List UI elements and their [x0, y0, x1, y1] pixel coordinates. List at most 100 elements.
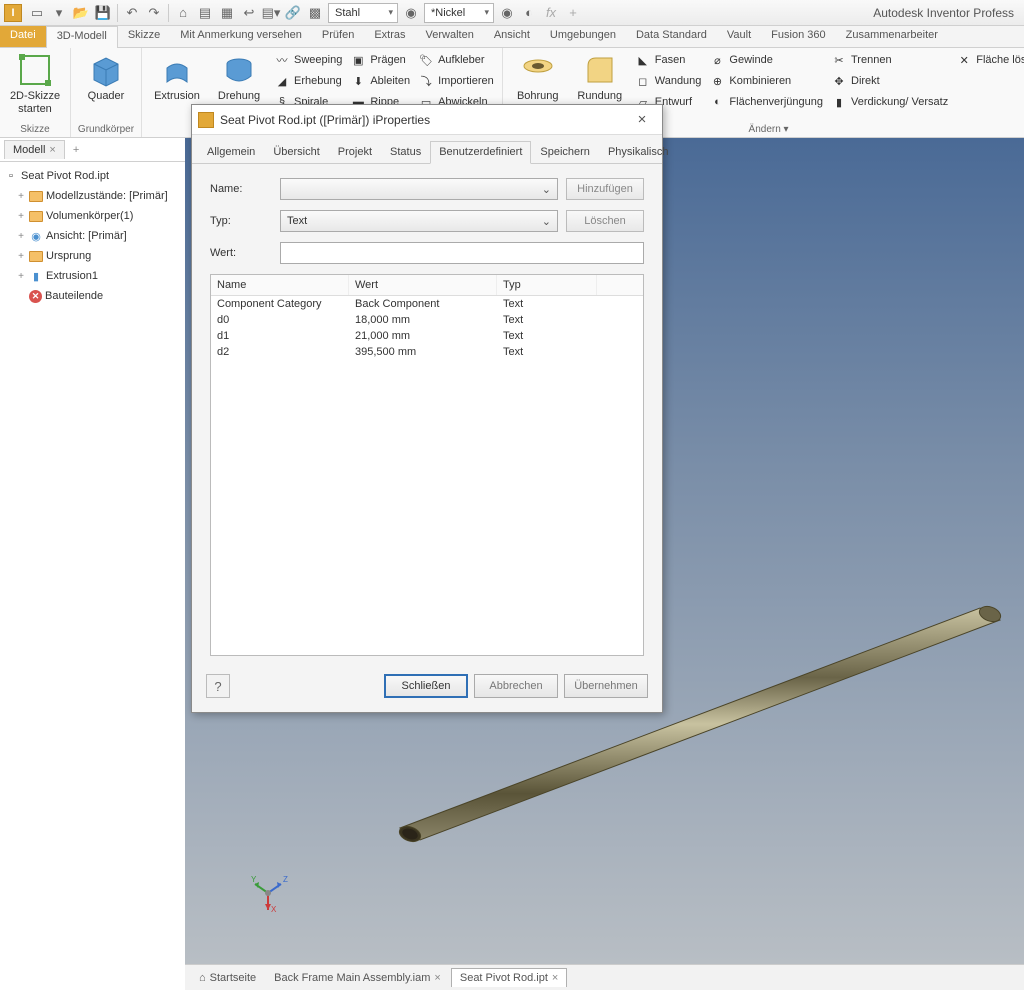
- tree-item[interactable]: +◉Ansicht: [Primär]: [2, 226, 183, 246]
- link-icon[interactable]: 🔗: [283, 3, 303, 23]
- browser-tab-model[interactable]: Modell×: [4, 140, 65, 159]
- tree-root[interactable]: ▫Seat Pivot Rod.ipt: [2, 166, 183, 186]
- tab-3dmodel[interactable]: 3D-Modell: [46, 26, 118, 48]
- loft-button[interactable]: ◢Erhebung: [272, 71, 344, 91]
- tab-tools[interactable]: Extras: [364, 26, 415, 47]
- tab-view[interactable]: Ansicht: [484, 26, 540, 47]
- tab-datastd[interactable]: Data Standard: [626, 26, 717, 47]
- assembly-icon[interactable]: ▦: [217, 3, 237, 23]
- table-row[interactable]: Component CategoryBack ComponentText: [211, 296, 643, 312]
- doc-tab-home[interactable]: ⌂Startseite: [191, 969, 264, 987]
- dialog-tab-6[interactable]: Physikalisch: [599, 141, 678, 163]
- dropdown-icon[interactable]: ▾: [49, 3, 69, 23]
- fillet-button[interactable]: Rundung: [571, 50, 629, 103]
- axis-triad-icon[interactable]: Y Z X: [247, 872, 289, 914]
- tab-env[interactable]: Umgebungen: [540, 26, 626, 47]
- name-combo[interactable]: [280, 178, 558, 200]
- home-icon[interactable]: ⌂: [173, 3, 193, 23]
- deleteface-icon: ✕: [956, 52, 972, 68]
- sketch-button[interactable]: 2D-Skizze starten: [6, 50, 64, 115]
- tree-item[interactable]: +Volumenkörper(1): [2, 206, 183, 226]
- hole-icon: [520, 52, 556, 88]
- app-icon[interactable]: I: [4, 4, 22, 22]
- doc-icon[interactable]: ▤: [195, 3, 215, 23]
- material-combo-2[interactable]: *Nickel: [424, 3, 494, 23]
- combine-button[interactable]: ⊕Kombinieren: [707, 71, 825, 91]
- doc-tab-assembly[interactable]: Back Frame Main Assembly.iam ×: [266, 969, 449, 987]
- thread-button[interactable]: ⌀Gewinde: [707, 50, 825, 70]
- delete-button[interactable]: Löschen: [566, 210, 644, 232]
- material-combo-1[interactable]: Stahl: [328, 3, 398, 23]
- box-button[interactable]: Quader: [77, 50, 135, 103]
- appearance-icon-1[interactable]: ◉: [401, 3, 421, 23]
- new-icon[interactable]: ▭: [27, 3, 47, 23]
- combine-icon: ⊕: [709, 73, 725, 89]
- tree-item[interactable]: ✕Bauteilende: [2, 286, 183, 306]
- tree-item[interactable]: +▮Extrusion1: [2, 266, 183, 286]
- col-value[interactable]: Wert: [349, 275, 497, 295]
- fx-icon[interactable]: fx: [541, 3, 561, 23]
- derive-button[interactable]: ⬇Ableiten: [348, 71, 412, 91]
- type-combo[interactable]: Text: [280, 210, 558, 232]
- dialog-tab-2[interactable]: Projekt: [329, 141, 381, 163]
- app-title: Autodesk Inventor Profess: [873, 6, 1020, 20]
- tab-file[interactable]: Datei: [0, 26, 46, 47]
- return-icon[interactable]: ↩: [239, 3, 259, 23]
- tree-item[interactable]: +Modellzustände: [Primär]: [2, 186, 183, 206]
- table-row[interactable]: d018,000 mmText: [211, 312, 643, 328]
- table-row[interactable]: d2395,500 mmText: [211, 344, 643, 360]
- tab-fusion[interactable]: Fusion 360: [761, 26, 835, 47]
- sweep-button[interactable]: 〰Sweeping: [272, 50, 344, 70]
- direct-button[interactable]: ✥Direkt: [829, 71, 950, 91]
- tree-item[interactable]: +Ursprung: [2, 246, 183, 266]
- appearance-icon-2[interactable]: ◉: [497, 3, 517, 23]
- deleteface-button[interactable]: ✕Fläche lös: [954, 50, 1024, 70]
- value-input[interactable]: [280, 242, 644, 264]
- add-button[interactable]: Hinzufügen: [566, 178, 644, 200]
- tab-annotate[interactable]: Mit Anmerkung versehen: [170, 26, 312, 47]
- dialog-tab-1[interactable]: Übersicht: [264, 141, 328, 163]
- dialog-tab-5[interactable]: Speichern: [531, 141, 599, 163]
- tab-inspect[interactable]: Prüfen: [312, 26, 364, 47]
- apply-button[interactable]: Übernehmen: [564, 674, 648, 698]
- color-wheel-icon[interactable]: ◐: [519, 3, 539, 23]
- svg-text:Y: Y: [251, 875, 257, 884]
- import-button[interactable]: ⤵Importieren: [416, 71, 496, 91]
- tab-vault[interactable]: Vault: [717, 26, 761, 47]
- close-button[interactable]: Schließen: [384, 674, 468, 698]
- folder-icon: [29, 211, 43, 222]
- update-icon[interactable]: ▤▾: [261, 3, 281, 23]
- cancel-button[interactable]: Abbrechen: [474, 674, 558, 698]
- dialog-tab-0[interactable]: Allgemein: [198, 141, 264, 163]
- decal-button[interactable]: 🏷Aufkleber: [416, 50, 496, 70]
- redo-icon[interactable]: ↷: [144, 3, 164, 23]
- col-type[interactable]: Typ: [497, 275, 597, 295]
- plus-icon[interactable]: +: [563, 3, 583, 23]
- shell-button[interactable]: ◻Wandung: [633, 71, 704, 91]
- help-button[interactable]: ?: [206, 674, 230, 698]
- doc-tab-part[interactable]: Seat Pivot Rod.ipt ×: [451, 968, 568, 987]
- thicken-button[interactable]: ▮Verdickung/ Versatz: [829, 92, 950, 112]
- tab-manage[interactable]: Verwalten: [416, 26, 484, 47]
- hole-button[interactable]: Bohrung: [509, 50, 567, 103]
- split-icon: ✂: [831, 52, 847, 68]
- split-button[interactable]: ✂Trennen: [829, 50, 950, 70]
- tab-sketch[interactable]: Skizze: [118, 26, 170, 47]
- col-name[interactable]: Name: [211, 275, 349, 295]
- chamfer-button[interactable]: ◣Fasen: [633, 50, 704, 70]
- browser-tab-add[interactable]: +: [65, 141, 87, 159]
- dialog-tab-4[interactable]: Benutzerdefiniert: [430, 141, 531, 164]
- property-table[interactable]: Name Wert Typ Component CategoryBack Com…: [210, 274, 644, 656]
- facedraft-button[interactable]: ◐Flächenverjüngung: [707, 92, 825, 112]
- extrude-button[interactable]: Extrusion: [148, 50, 206, 103]
- table-row[interactable]: d121,000 mmText: [211, 328, 643, 344]
- open-icon[interactable]: 📂: [71, 3, 91, 23]
- grid-icon[interactable]: ▩: [305, 3, 325, 23]
- emboss-button[interactable]: ▣Prägen: [348, 50, 412, 70]
- dialog-close-button[interactable]: ×: [628, 111, 656, 128]
- undo-icon[interactable]: ↶: [122, 3, 142, 23]
- tab-collab[interactable]: Zusammenarbeiter: [836, 26, 948, 47]
- revolve-button[interactable]: Drehung: [210, 50, 268, 103]
- dialog-tab-3[interactable]: Status: [381, 141, 430, 163]
- save-icon[interactable]: 💾: [93, 3, 113, 23]
